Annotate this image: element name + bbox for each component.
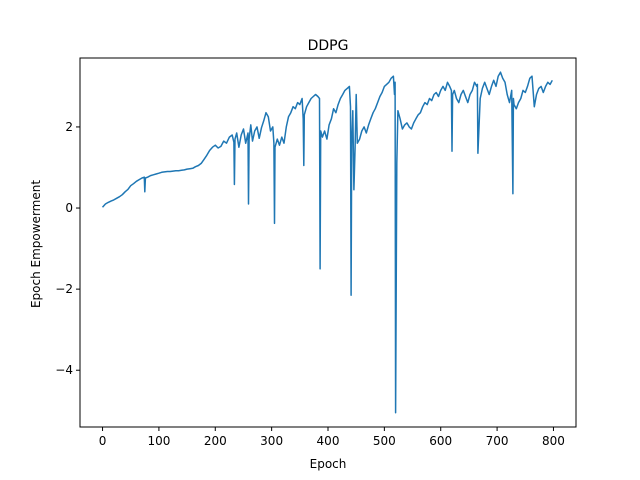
y-axis-label: Epoch Empowerment [29,180,43,308]
series-line-0 [101,71,553,414]
x-axis-ticks: 0 100 200 300 400 500 600 700 800 [99,427,565,448]
x-tick-label: 700 [486,434,509,448]
x-tick-label: 200 [204,434,227,448]
y-axis-ticks: −4 −2 0 2 [55,120,80,377]
x-tick-label: 800 [542,434,565,448]
plot-area [101,71,553,414]
y-tick-label: 2 [65,120,73,134]
x-tick-label: 600 [429,434,452,448]
x-tick-label: 100 [147,434,170,448]
y-tick-label: −2 [55,282,73,296]
x-tick-label: 0 [99,434,107,448]
x-tick-label: 300 [260,434,283,448]
x-tick-label: 500 [373,434,396,448]
x-axis-label: Epoch [310,457,347,471]
chart-title: DDPG [308,38,349,54]
plot-frame [79,57,577,428]
x-tick-label: 400 [317,434,340,448]
y-tick-label: 0 [65,201,73,215]
y-tick-label: −4 [55,363,73,377]
